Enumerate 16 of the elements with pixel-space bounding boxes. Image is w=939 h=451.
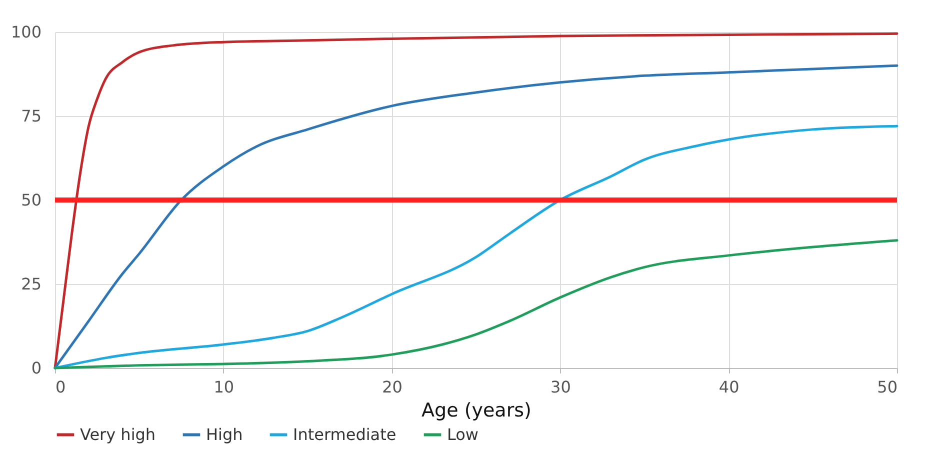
y-tick-label: 100: [10, 22, 42, 42]
x-axis-title: Age (years): [422, 400, 532, 422]
y-tick-label: 50: [21, 190, 42, 210]
x-tick-label: 40: [718, 378, 740, 396]
x-tick-label: 20: [382, 378, 402, 396]
y-tick-label: 25: [21, 274, 42, 294]
y-tick-label: 75: [21, 106, 42, 126]
y-tick-label: 0: [31, 358, 42, 378]
x-tick-label: 10: [214, 378, 234, 396]
x-tick-label: 0: [56, 378, 66, 396]
legend-label: Very high: [80, 424, 156, 444]
legend-label: High: [206, 424, 243, 444]
legend-label: Intermediate: [293, 424, 396, 444]
x-tick-label: 30: [550, 378, 571, 396]
x-tick-label: 50: [877, 378, 898, 396]
legend-label: Low: [447, 424, 479, 444]
